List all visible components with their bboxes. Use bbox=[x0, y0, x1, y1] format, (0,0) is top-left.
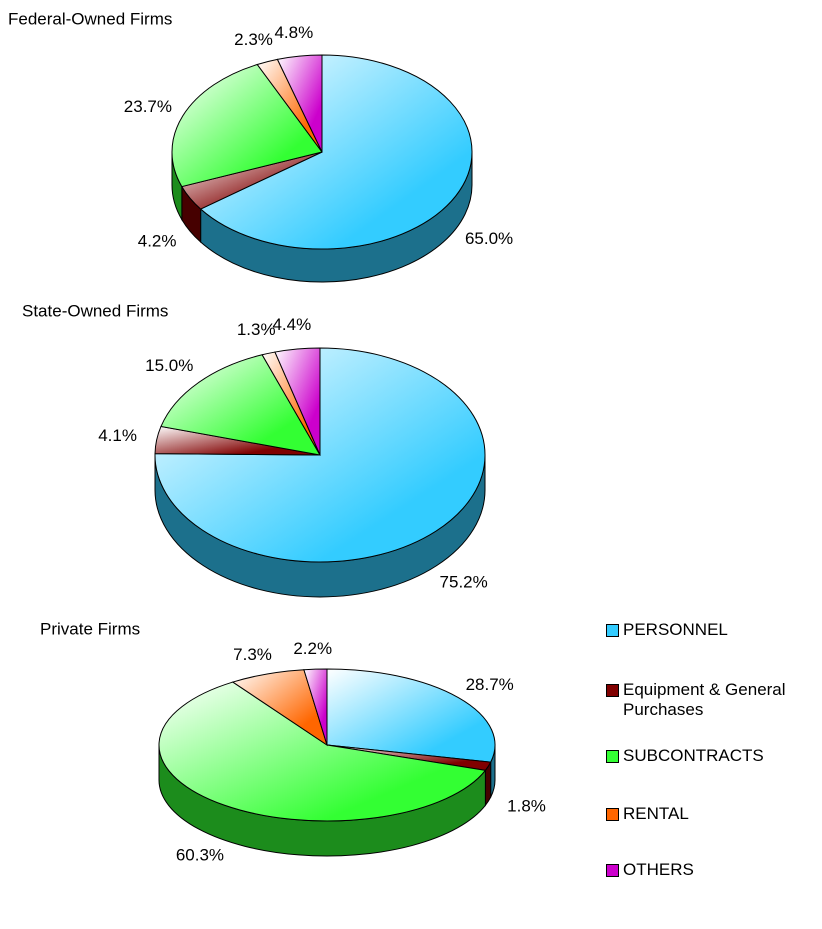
slice bbox=[160, 354, 321, 456]
legend-swatch bbox=[606, 624, 619, 637]
value-label: 60.3% bbox=[176, 845, 224, 864]
value-label: 2.3% bbox=[234, 30, 273, 49]
value-label: 65.0% bbox=[465, 229, 513, 248]
chart-title: Federal-Owned Firms bbox=[8, 9, 172, 28]
value-label: 4.8% bbox=[274, 23, 313, 42]
legend-item: SUBCONTRACTS bbox=[606, 746, 815, 766]
value-label: 75.2% bbox=[440, 573, 488, 592]
value-label: 4.4% bbox=[272, 315, 311, 334]
legend-item: Equipment & General Purchases bbox=[606, 680, 815, 720]
slice bbox=[154, 347, 486, 563]
slice bbox=[171, 63, 323, 188]
slice bbox=[326, 668, 496, 763]
legend-item: PERSONNEL bbox=[606, 620, 815, 640]
legend-swatch bbox=[606, 808, 619, 821]
value-label: 28.7% bbox=[466, 675, 514, 694]
value-label: 1.3% bbox=[237, 320, 276, 339]
slice bbox=[276, 54, 323, 153]
chart-title: State-Owned Firms bbox=[22, 301, 168, 320]
value-label: 4.2% bbox=[138, 231, 177, 250]
legend-swatch bbox=[606, 864, 619, 877]
value-label: 23.7% bbox=[124, 97, 172, 116]
legend-label: OTHERS bbox=[623, 860, 694, 879]
slice bbox=[158, 681, 487, 822]
legend-item: OTHERS bbox=[606, 860, 815, 880]
legend-label: RENTAL bbox=[623, 804, 689, 823]
slice bbox=[303, 668, 328, 746]
slice bbox=[199, 54, 473, 250]
value-label: 15.0% bbox=[145, 356, 193, 375]
legend-swatch bbox=[606, 684, 619, 697]
value-label: 2.2% bbox=[293, 639, 332, 658]
slice bbox=[274, 347, 321, 456]
value-label: 1.8% bbox=[507, 796, 546, 815]
value-label: 4.1% bbox=[98, 426, 137, 445]
value-label: 7.3% bbox=[233, 645, 272, 664]
chart-title: Private Firms bbox=[40, 619, 140, 638]
legend-label: PERSONNEL bbox=[623, 620, 728, 639]
legend-item: RENTAL bbox=[606, 804, 815, 824]
legend-swatch bbox=[606, 750, 619, 763]
legend-label: SUBCONTRACTS bbox=[623, 746, 764, 765]
legend-label: Equipment & General Purchases bbox=[623, 680, 786, 719]
